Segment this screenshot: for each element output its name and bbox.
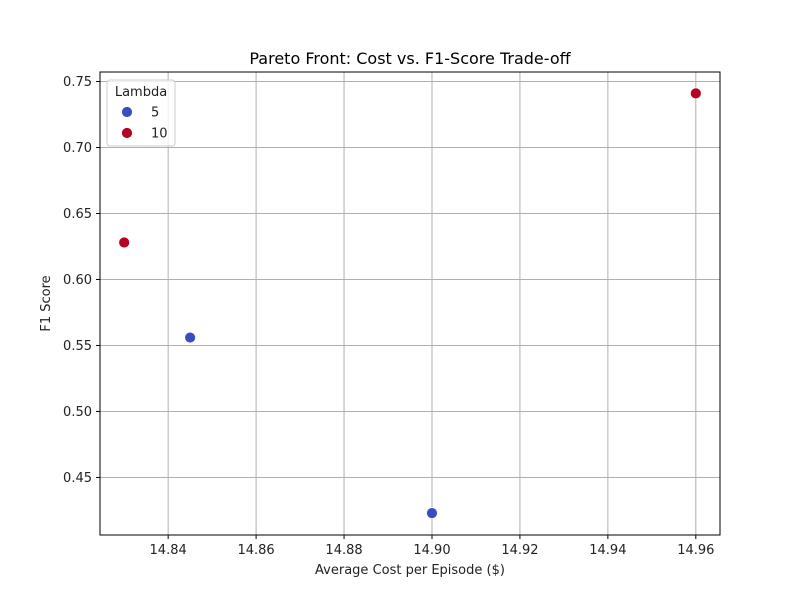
legend: Lambda 5 10: [106, 79, 176, 147]
y-tick-label: 0.55: [63, 339, 92, 354]
plot-frame: [99, 71, 721, 536]
data-points: [118, 87, 702, 519]
x-tick-label: 14.96: [677, 543, 714, 558]
grid: [100, 72, 720, 535]
x-axis-label: Average Cost per Episode ($): [315, 563, 505, 578]
y-tick-label: 0.75: [63, 75, 92, 90]
x-tick-label: 14.86: [237, 543, 274, 558]
x-tick-label: 14.90: [413, 543, 450, 558]
chart-title: Pareto Front: Cost vs. F1-Score Trade-of…: [249, 49, 571, 68]
y-axis-label: F1 Score: [39, 275, 54, 331]
y-tick-label: 0.45: [63, 471, 92, 486]
y-tick-label: 0.70: [63, 141, 92, 156]
x-tick-label: 14.94: [589, 543, 626, 558]
y-tick-label: 0.60: [63, 273, 92, 288]
data-point-lambda-5: [184, 331, 197, 344]
data-point-lambda-10: [689, 87, 702, 100]
y-tick-label: 0.65: [63, 207, 92, 222]
x-tick-label: 14.88: [325, 543, 362, 558]
data-point-lambda-10: [118, 236, 131, 249]
x-tick-label: 14.84: [150, 543, 187, 558]
legend-marker-5: [121, 106, 133, 118]
legend-label-10: 10: [151, 127, 168, 142]
legend-label-5: 5: [151, 106, 159, 121]
legend-marker-10: [121, 127, 133, 139]
ticks: 14.84 14.86 14.88 14.90 14.92 14.94 14.96 0.45 0…: [63, 75, 714, 558]
y-tick-label: 0.50: [63, 405, 92, 420]
x-tick-label: 14.92: [501, 543, 538, 558]
data-point-lambda-5: [426, 507, 438, 519]
legend-title: Lambda: [115, 85, 167, 100]
